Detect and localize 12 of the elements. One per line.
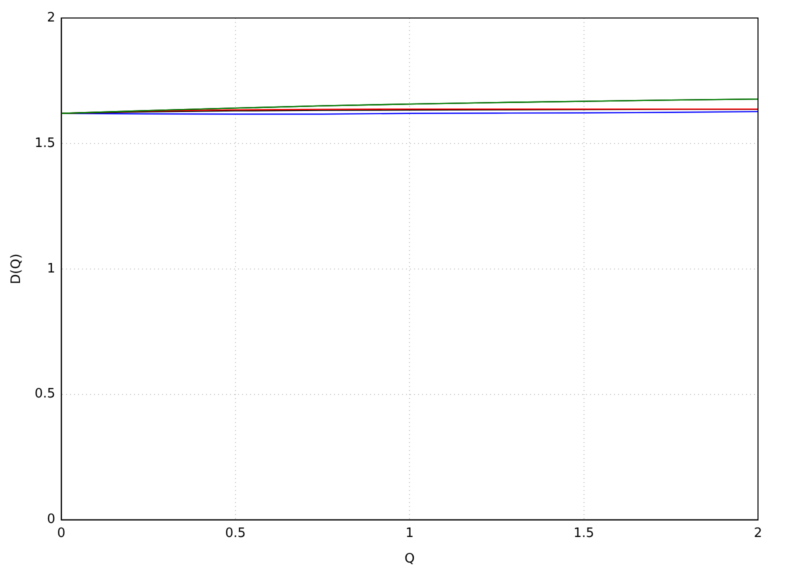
y-tick-label: 1.5 [34, 136, 56, 151]
y-tick-label: 0.5 [34, 386, 56, 402]
y-tick-label: 1 [46, 261, 56, 276]
y-tick-label: 0 [46, 512, 56, 528]
x-axis-title: Q [404, 552, 415, 567]
x-tick-label: 1 [405, 526, 414, 541]
x-tick-label: 0 [57, 526, 66, 541]
x-tick-label: 0.5 [225, 526, 246, 541]
x-tick-label: 1.5 [573, 526, 594, 541]
x-tick-label: 2 [754, 526, 762, 541]
y-tick-label: 2 [46, 10, 56, 26]
y-axis-title: D(Q) [9, 254, 24, 284]
